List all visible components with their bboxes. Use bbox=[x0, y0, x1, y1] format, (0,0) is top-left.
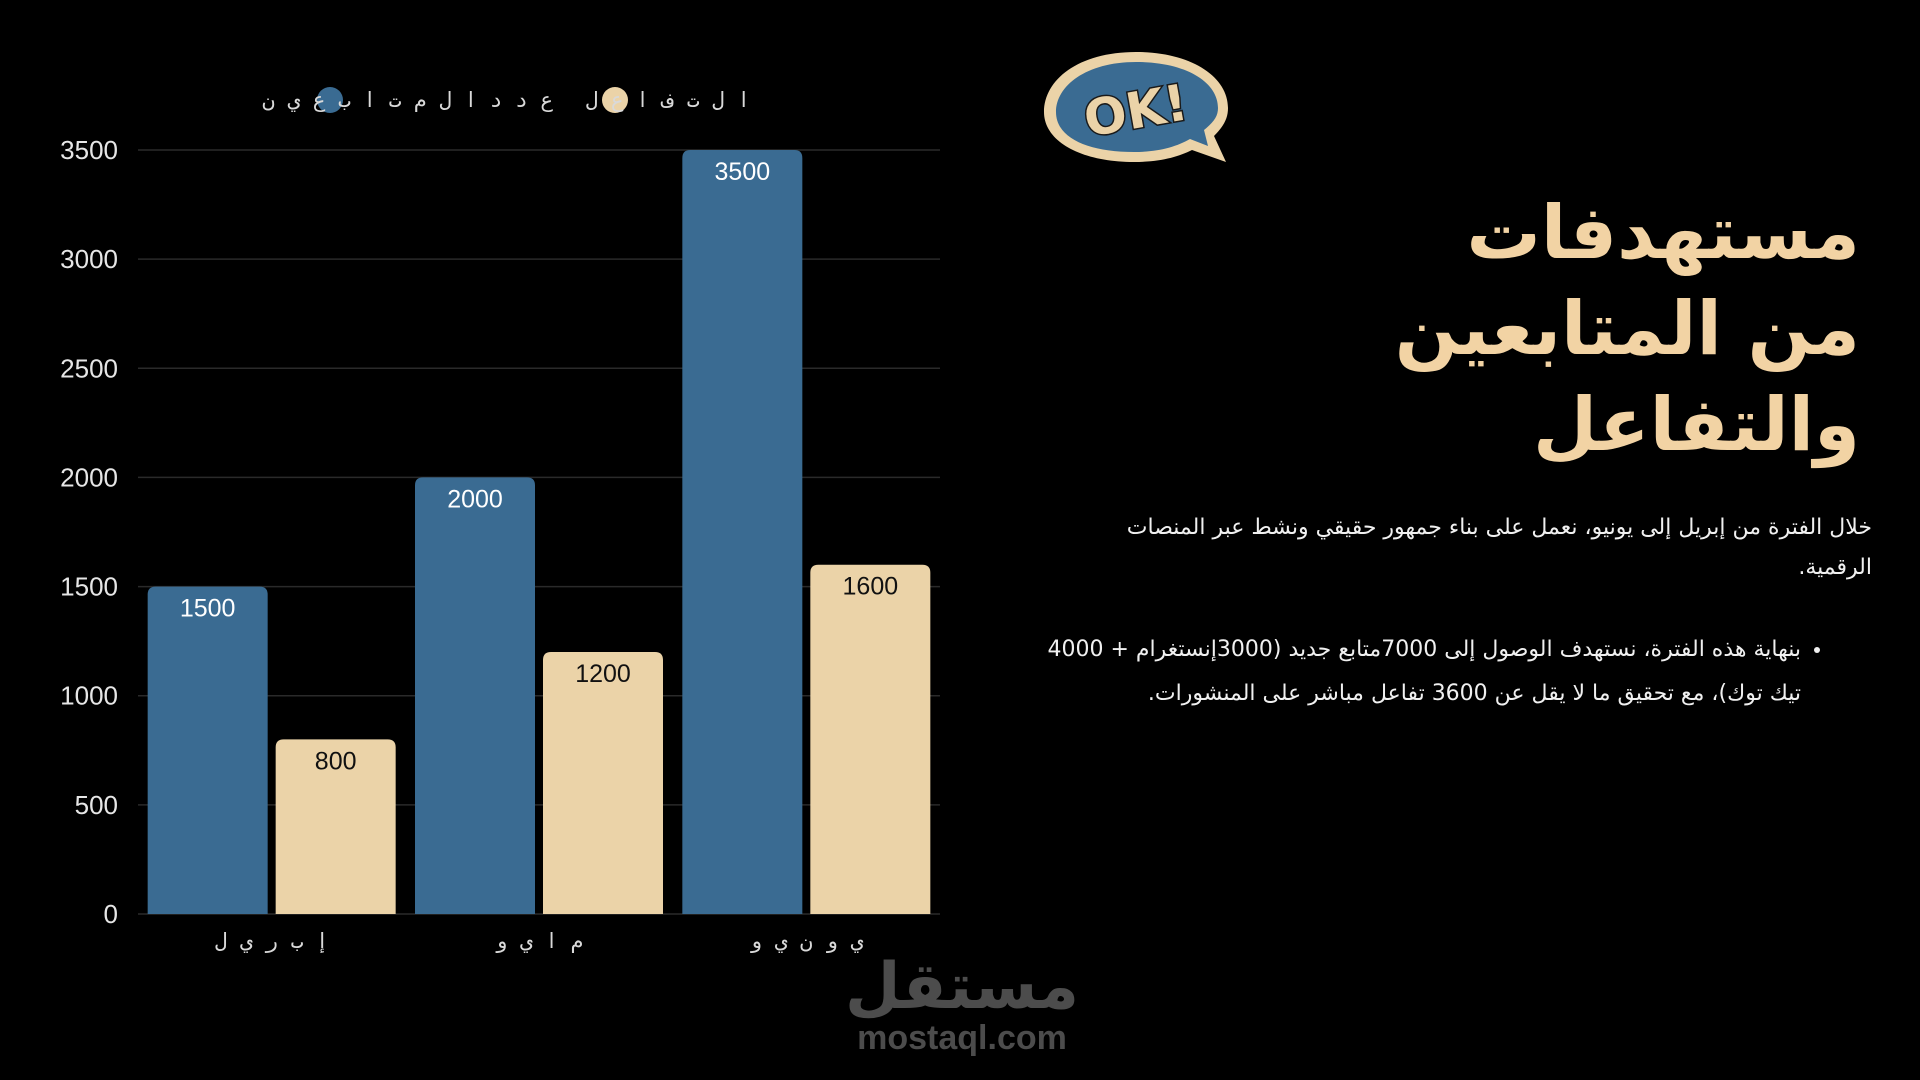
chart-bars bbox=[147, 150, 931, 914]
title-line-1: مستهدفات bbox=[1466, 190, 1860, 276]
y-tick-label: 2500 bbox=[60, 353, 118, 383]
x-category-label: إ ب ر ي ل bbox=[215, 929, 329, 954]
bar-engagement bbox=[275, 739, 396, 914]
y-axis-ticks: 0 500 1000 1500 2000 2500 3000 3500 bbox=[60, 135, 118, 929]
page-title: مستهدفات من المتابعين والتفاعل bbox=[1160, 185, 1860, 473]
bar-value-label: 3500 bbox=[715, 158, 771, 186]
y-tick-label: 0 bbox=[104, 899, 118, 929]
chart-data-labels: 1500 800 2000 1200 3500 1600 bbox=[180, 158, 898, 775]
bar-value-label: 2000 bbox=[447, 485, 503, 513]
y-tick-label: 1500 bbox=[60, 572, 118, 602]
goal-item: بنهاية هذه الفترة، نستهدف الوصول إلى 700… bbox=[1041, 628, 1801, 716]
bar-engagement bbox=[543, 652, 663, 914]
chart-gridlines bbox=[138, 149, 940, 915]
intro-paragraph: خلال الفترة من إبريل إلى يونيو، نعمل على… bbox=[1126, 515, 1872, 580]
y-tick-label: 3000 bbox=[60, 244, 118, 274]
y-tick-label: 1000 bbox=[60, 681, 118, 711]
bar-value-label: 1200 bbox=[575, 660, 631, 688]
y-tick-label: 500 bbox=[75, 790, 118, 820]
legend-label: ع د د ا ل م ت ا ب ع ي ن bbox=[262, 88, 553, 112]
ok-speech-bubble-icon: OK! bbox=[1044, 52, 1228, 162]
watermark-arabic: مستقل bbox=[844, 950, 1080, 1024]
y-tick-label: 2000 bbox=[60, 462, 118, 492]
bar-value-label: 800 bbox=[315, 747, 357, 775]
title-line-2: من المتابعين والتفاعل bbox=[1394, 286, 1860, 468]
legend-swatch bbox=[602, 87, 628, 113]
bar-followers bbox=[415, 477, 535, 914]
x-category-label: م ا ي و bbox=[495, 929, 584, 953]
bar-followers bbox=[682, 150, 803, 914]
x-category-label: ي و ن ي و bbox=[749, 929, 863, 953]
bar-engagement bbox=[810, 564, 931, 914]
legend-label: ا ل ت ف ا ع ل bbox=[586, 88, 750, 112]
legend-swatch bbox=[317, 87, 343, 113]
bar-followers bbox=[147, 586, 268, 914]
bar-value-label: 1600 bbox=[843, 573, 899, 601]
bar-chart: 0 500 1000 1500 2000 2500 3000 3500 1500 800 2000… bbox=[60, 87, 940, 954]
watermark-latin: mostaql.com bbox=[857, 1019, 1067, 1057]
y-tick-label: 3500 bbox=[60, 135, 118, 165]
goals-list: بنهاية هذه الفترة، نستهدف الوصول إلى 700… bbox=[1041, 628, 1825, 716]
bar-value-label: 1500 bbox=[180, 595, 236, 623]
mostaql-watermark: مستقل mostaql.com bbox=[842, 955, 1082, 1057]
